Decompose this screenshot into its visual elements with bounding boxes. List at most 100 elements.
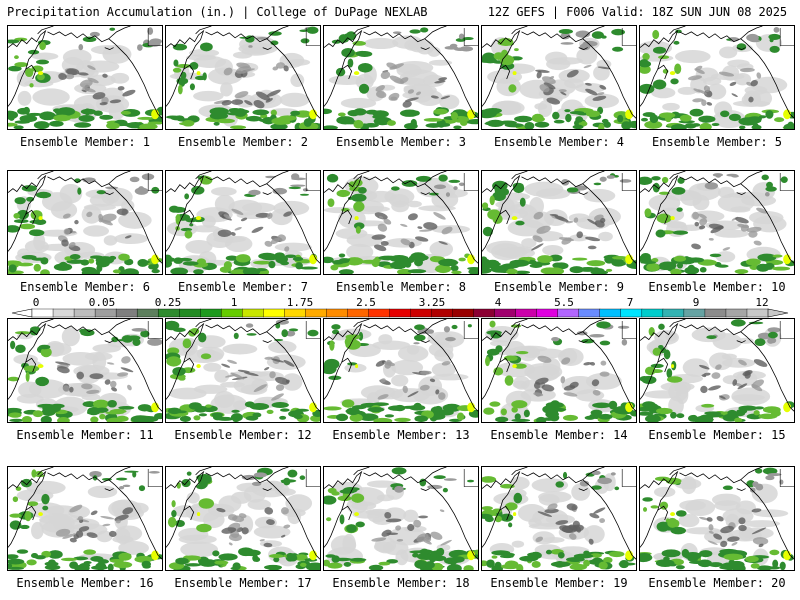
colorbar-segment bbox=[452, 308, 475, 318]
ensemble-map-panel bbox=[323, 318, 479, 423]
ensemble-map-panel bbox=[639, 170, 795, 275]
colorbar-svg: 0 0.05 0.25 1 1.75 2.5 3.25 4 5.5 7 9 12 bbox=[11, 296, 789, 318]
ensemble-map-panel bbox=[165, 318, 321, 423]
precip-map bbox=[482, 319, 636, 422]
ensemble-member-label: Ensemble Member: 7 bbox=[177, 280, 309, 294]
colorbar-segment bbox=[725, 308, 748, 318]
colorbar-segment bbox=[536, 308, 559, 318]
colorbar-segment bbox=[368, 308, 390, 318]
colorbar-segment bbox=[683, 308, 706, 318]
colorbar-segment bbox=[620, 308, 643, 318]
colorbar-segment bbox=[599, 308, 622, 318]
precip-map bbox=[482, 467, 636, 570]
precip-map bbox=[166, 467, 320, 570]
colorbar-tick-label: 5.5 bbox=[554, 296, 574, 309]
precip-map bbox=[8, 26, 162, 129]
ensemble-member-label: Ensemble Member: 11 bbox=[16, 428, 154, 442]
ensemble-map-panel bbox=[323, 25, 479, 130]
ensemble-member-label: Ensemble Member: 13 bbox=[332, 428, 470, 442]
colorbar-segment bbox=[115, 308, 138, 318]
ensemble-map-panel bbox=[7, 466, 163, 571]
ensemble-member-label: Ensemble Member: 2 bbox=[177, 135, 309, 149]
colorbar-segment bbox=[494, 308, 517, 318]
colorbar-segment bbox=[200, 308, 222, 318]
colorbar-segment bbox=[263, 308, 285, 318]
ensemble-map-panel bbox=[639, 466, 795, 571]
precip-map bbox=[640, 467, 794, 570]
colorbar-segment bbox=[389, 308, 412, 318]
colorbar-left-arrow bbox=[11, 308, 33, 318]
ensemble-member-label: Ensemble Member: 3 bbox=[335, 135, 467, 149]
precip-map bbox=[482, 171, 636, 274]
colorbar-tick-label: 4 bbox=[495, 296, 502, 309]
precip-map bbox=[324, 319, 478, 422]
colorbar-segment bbox=[578, 308, 601, 318]
colorbar-segment bbox=[242, 308, 264, 318]
ensemble-map-panel bbox=[165, 170, 321, 275]
ensemble-map-panel bbox=[165, 25, 321, 130]
colorbar-segment bbox=[94, 308, 117, 318]
ensemble-member-label: Ensemble Member: 14 bbox=[490, 428, 628, 442]
colorbar-segment bbox=[641, 308, 664, 318]
precip-map bbox=[324, 26, 478, 129]
ensemble-member-label: Ensemble Member: 19 bbox=[490, 576, 628, 590]
precip-map bbox=[8, 319, 162, 422]
precip-map bbox=[8, 467, 162, 570]
colorbar-segment bbox=[305, 308, 327, 318]
ensemble-map-panel bbox=[323, 170, 479, 275]
colorbar-segment bbox=[73, 308, 96, 318]
ensemble-member-label: Ensemble Member: 6 bbox=[19, 280, 151, 294]
ensemble-member-label: Ensemble Member: 17 bbox=[174, 576, 312, 590]
colorbar-segment bbox=[284, 308, 306, 318]
ensemble-map-panel bbox=[323, 466, 479, 571]
colorbar-segment bbox=[410, 308, 433, 318]
ensemble-member-label: Ensemble Member: 20 bbox=[648, 576, 786, 590]
ensemble-member-label: Ensemble Member: 16 bbox=[16, 576, 154, 590]
precip-map bbox=[166, 26, 320, 129]
model-run-info: 12Z GEFS | F006 Valid: 18Z SUN JUN 08 20… bbox=[487, 5, 787, 19]
colorbar-segment bbox=[746, 308, 769, 318]
colorbar-segment bbox=[515, 308, 538, 318]
colorbar-tick-label: 0.05 bbox=[89, 296, 116, 309]
colorbar-tick-label: 0.25 bbox=[155, 296, 182, 309]
precip-map bbox=[324, 171, 478, 274]
precip-map bbox=[640, 171, 794, 274]
colorbar-segment bbox=[178, 308, 201, 318]
colorbar-tick-label: 0 bbox=[33, 296, 40, 309]
colorbar-segment bbox=[473, 308, 496, 318]
colorbar-segment bbox=[662, 308, 685, 318]
ensemble-map-panel bbox=[481, 25, 637, 130]
ensemble-member-label: Ensemble Member: 5 bbox=[651, 135, 783, 149]
ensemble-member-label: Ensemble Member: 15 bbox=[648, 428, 786, 442]
precip-map bbox=[482, 26, 636, 129]
colorbar-tick-label: 7 bbox=[627, 296, 634, 309]
colorbar-tick-label: 2.5 bbox=[356, 296, 376, 309]
ensemble-map-panel bbox=[7, 170, 163, 275]
ensemble-member-label: Ensemble Member: 1 bbox=[19, 135, 151, 149]
colorbar-right-arrow bbox=[767, 308, 789, 318]
ensemble-map-panel bbox=[7, 25, 163, 130]
ensemble-member-label: Ensemble Member: 10 bbox=[648, 280, 786, 294]
ensemble-member-label: Ensemble Member: 9 bbox=[493, 280, 625, 294]
precip-map bbox=[324, 467, 478, 570]
precip-map bbox=[640, 319, 794, 422]
colorbar-tick-label: 12 bbox=[755, 296, 768, 309]
ensemble-map-panel bbox=[639, 25, 795, 130]
precip-map bbox=[640, 26, 794, 129]
colorbar-segment bbox=[157, 308, 180, 318]
colorbar-segment bbox=[326, 308, 348, 318]
colorbar-segment bbox=[347, 308, 369, 318]
chart-title: Precipitation Accumulation (in.) | Colle… bbox=[7, 5, 428, 19]
colorbar-tick-label: 1.75 bbox=[287, 296, 314, 309]
ensemble-member-label: Ensemble Member: 8 bbox=[335, 280, 467, 294]
ensemble-member-label: Ensemble Member: 4 bbox=[493, 135, 625, 149]
precip-map bbox=[8, 171, 162, 274]
colorbar-tick-label: 9 bbox=[693, 296, 700, 309]
precipitation-colorbar: 0 0.05 0.25 1 1.75 2.5 3.25 4 5.5 7 9 12 bbox=[10, 296, 790, 322]
ensemble-map-panel bbox=[7, 318, 163, 423]
colorbar-tick-label: 1 bbox=[231, 296, 238, 309]
colorbar-segment bbox=[136, 308, 159, 318]
colorbar-segment bbox=[52, 308, 75, 318]
colorbar-segment bbox=[431, 308, 454, 318]
precip-map bbox=[166, 171, 320, 274]
